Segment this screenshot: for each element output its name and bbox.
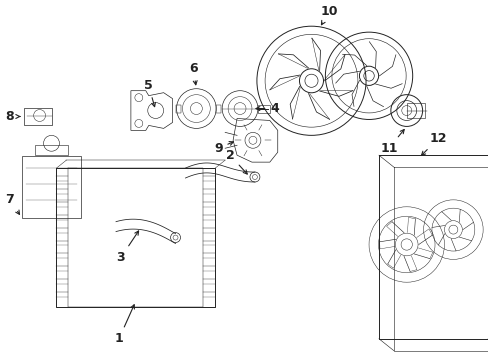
Bar: [22, 156, 81, 218]
Text: 5: 5: [145, 79, 155, 107]
Bar: [24, 108, 51, 125]
Text: 4: 4: [256, 102, 279, 115]
Text: 2: 2: [226, 149, 247, 174]
Text: 10: 10: [320, 5, 338, 25]
Bar: [216, 105, 221, 113]
Bar: [407, 103, 425, 118]
Text: 7: 7: [5, 193, 20, 214]
Text: 3: 3: [117, 231, 139, 264]
Text: 1: 1: [115, 305, 134, 345]
Text: 12: 12: [421, 132, 447, 155]
Text: 11: 11: [380, 130, 404, 155]
Bar: [258, 105, 270, 113]
Bar: [35, 145, 69, 155]
Bar: [175, 105, 180, 113]
Text: 9: 9: [214, 141, 233, 155]
Text: 8: 8: [5, 110, 20, 123]
Text: 6: 6: [189, 62, 197, 85]
